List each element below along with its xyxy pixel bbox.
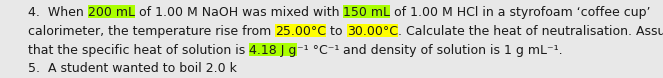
Text: 4.  When: 4. When — [28, 6, 88, 19]
Text: . Calculate the heat of neutralisation. Assume: . Calculate the heat of neutralisation. … — [398, 25, 663, 38]
Text: that the specific heat of solution is: that the specific heat of solution is — [28, 44, 249, 57]
Text: calorimeter, the temperature rise from: calorimeter, the temperature rise from — [28, 25, 275, 38]
Text: 4.18 J g: 4.18 J g — [249, 44, 296, 57]
Text: of 1.00 M NaOH was mixed with: of 1.00 M NaOH was mixed with — [135, 6, 343, 19]
Bar — [88, 5, 135, 18]
Text: and density of solution is 1 g mL⁻¹.: and density of solution is 1 g mL⁻¹. — [339, 44, 563, 57]
Bar — [249, 43, 296, 56]
Bar — [275, 24, 326, 37]
Bar — [343, 5, 391, 18]
Text: 200 mL: 200 mL — [88, 6, 135, 19]
Text: to: to — [326, 25, 347, 38]
Text: of 1.00 M HCl in a styrofoam ‘coffee cup’: of 1.00 M HCl in a styrofoam ‘coffee cup… — [391, 6, 651, 19]
Text: 150 mL: 150 mL — [343, 6, 391, 19]
Text: ⁻¹ °C⁻¹: ⁻¹ °C⁻¹ — [296, 44, 339, 57]
Text: 25.00°C: 25.00°C — [275, 25, 326, 38]
Bar — [347, 24, 398, 37]
Text: 5.  A student wanted to boil 2.0 k: 5. A student wanted to boil 2.0 k — [28, 62, 237, 75]
Text: 30.00°C: 30.00°C — [347, 25, 398, 38]
